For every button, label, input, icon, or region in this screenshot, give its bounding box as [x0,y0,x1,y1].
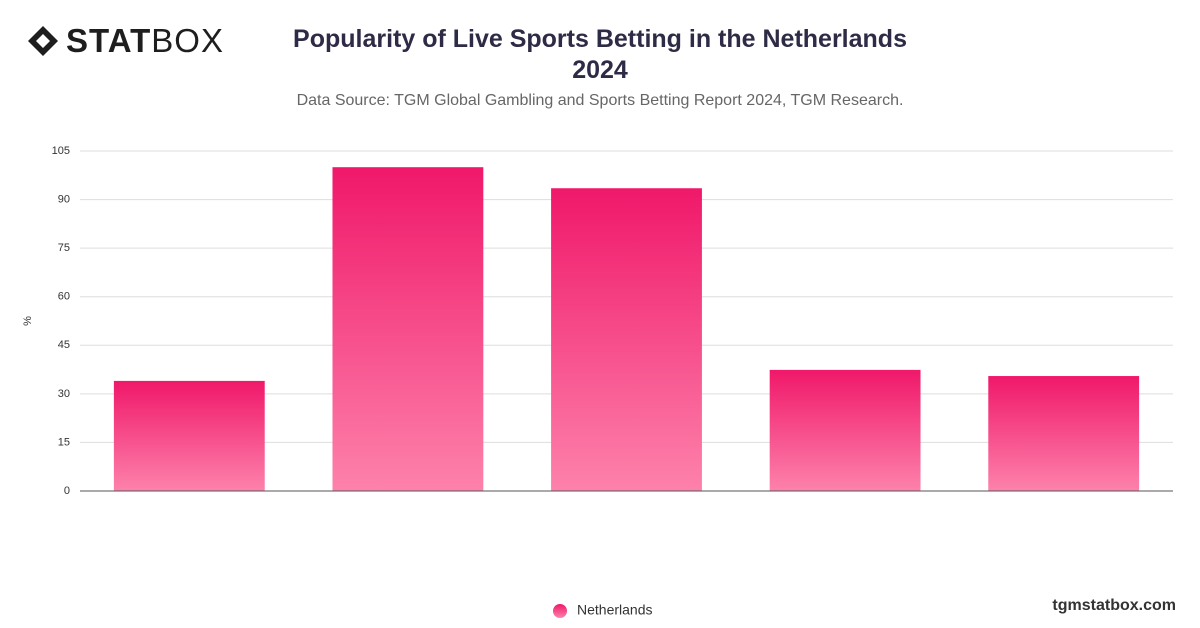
y-tick-label: 30 [58,388,70,400]
y-tick-label: 60 [58,291,70,303]
chart-title: Popularity of Live Sports Betting in the… [293,25,907,84]
y-tick-label: 105 [52,145,70,157]
footer: tgmstatbox.com [1052,597,1176,614]
bar [551,188,702,491]
logo: STAT BOX [26,22,224,60]
y-tick-label: 75 [58,242,70,254]
bar [332,167,484,491]
y-tick-label: 0 [64,485,70,497]
logo-light: BOX [151,22,224,59]
bar [769,369,921,491]
y-tick-label: 15 [58,436,70,448]
bar [113,380,265,491]
bar [988,376,1140,491]
logo-icon [28,26,58,56]
legend-marker [553,604,567,618]
chart-subtitle: Data Source: TGM Global Gambling and Spo… [296,92,904,109]
logo-bold: STAT [66,22,152,59]
y-tick-label: 90 [58,193,70,205]
legend-label: Netherlands [577,602,653,618]
y-tick-label: 45 [58,339,70,351]
y-axis-label: % [22,316,34,326]
